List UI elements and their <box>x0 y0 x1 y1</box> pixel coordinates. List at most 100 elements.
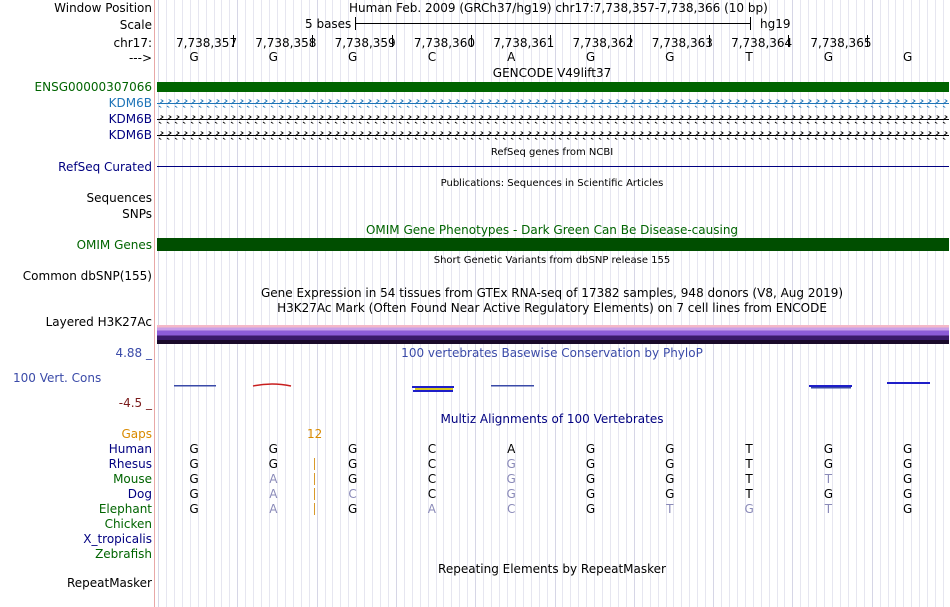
gencode-gene-feature[interactable] <box>157 82 949 92</box>
gencode-gene-label[interactable]: ENSG00000307066 <box>34 80 152 94</box>
guide-line <box>261 0 263 607</box>
guide-line <box>292 0 294 607</box>
coordinate-label: 7,738,365 <box>810 36 872 50</box>
guide-line <box>617 0 619 607</box>
kdm6b-label-3[interactable]: KDM6B <box>108 128 152 142</box>
coordinate-tick <box>470 35 472 47</box>
aligned-base: T <box>824 472 833 486</box>
aligned-base: G <box>585 487 596 501</box>
coordinate-tick <box>708 35 710 47</box>
refseq-gene-line[interactable] <box>157 166 949 167</box>
species-label-human[interactable]: Human <box>108 442 152 456</box>
guide-line <box>776 0 778 607</box>
guide-line <box>641 0 643 607</box>
aligned-base: G <box>585 502 596 516</box>
guide-line <box>475 0 477 607</box>
reference-base: G <box>268 50 278 64</box>
aligned-base: G <box>903 487 913 501</box>
aligned-base: A <box>269 502 278 516</box>
reference-base: G <box>903 50 913 64</box>
snps-label[interactable]: SNPs <box>122 207 152 221</box>
aligned-base: G <box>506 457 516 471</box>
aligned-base: G <box>665 472 675 486</box>
alignment-gap-marker <box>314 473 315 485</box>
guide-line <box>570 0 572 607</box>
guide-line <box>451 0 453 607</box>
gaps-label: Gaps <box>121 427 152 441</box>
guide-line <box>736 0 738 607</box>
aligned-base: G <box>585 442 596 456</box>
h3k27ac-signal[interactable] <box>157 325 949 344</box>
publications-track-title: Publications: Sequences in Scientific Ar… <box>440 178 664 189</box>
guide-line <box>792 0 794 607</box>
coordinate-label: 7,738,364 <box>731 36 793 50</box>
guide-line <box>158 0 159 607</box>
phylop-conservation-plot[interactable] <box>157 378 949 394</box>
species-label-elephant[interactable]: Elephant <box>98 502 152 516</box>
phylop-label[interactable]: 100 Vert. Cons <box>13 371 102 385</box>
aligned-base: G <box>347 442 358 456</box>
kdm6b-label-1[interactable]: KDM6B <box>108 96 152 110</box>
repeatmasker-label[interactable]: RepeatMasker <box>66 576 152 590</box>
guide-line <box>625 0 627 607</box>
strand-label: ---> <box>128 51 152 65</box>
aligned-base: G <box>506 487 516 501</box>
aligned-base: C <box>427 457 437 471</box>
guide-line <box>284 0 286 607</box>
guide-line <box>562 0 564 607</box>
aligned-base: G <box>189 502 199 516</box>
guide-line <box>871 0 873 607</box>
guide-line <box>847 0 849 607</box>
omim-gene-feature[interactable] <box>157 238 949 251</box>
species-label-x_tropicalis[interactable]: X_tropicalis <box>83 532 152 546</box>
guide-line <box>443 0 445 607</box>
guide-line <box>927 0 929 607</box>
alignment-gap-marker <box>314 488 315 500</box>
guide-line <box>483 0 485 607</box>
aligned-base: G <box>347 457 358 471</box>
chromosome-label: chr17: <box>113 36 152 50</box>
reference-base: T <box>745 50 753 64</box>
dbsnp-label[interactable]: Common dbSNP(155) <box>22 269 152 283</box>
phylop-min-label: -4.5 _ <box>118 396 152 410</box>
omim-track-title: OMIM Gene Phenotypes - Dark Green Can Be… <box>365 223 739 237</box>
guide-line <box>816 0 818 607</box>
coordinate-tick <box>788 35 790 47</box>
guide-line <box>364 0 366 607</box>
species-label-rhesus[interactable]: Rhesus <box>108 457 152 471</box>
refseq-label[interactable]: RefSeq Curated <box>58 160 152 174</box>
aligned-base: G <box>823 487 834 501</box>
species-label-mouse[interactable]: Mouse <box>113 472 152 486</box>
species-label-chicken[interactable]: Chicken <box>104 517 152 531</box>
scale-bar-left-end <box>355 17 356 30</box>
guide-line <box>372 0 374 607</box>
h3k27ac-label[interactable]: Layered H3K27Ac <box>45 315 152 329</box>
guide-line <box>633 0 635 607</box>
sequences-label[interactable]: Sequences <box>86 191 152 205</box>
multiz-track-title: Multiz Alignments of 100 Vertebrates <box>440 412 664 426</box>
kdm6b-transcript-lines[interactable] <box>157 97 949 141</box>
guide-line <box>705 0 707 607</box>
species-label-zebrafish[interactable]: Zebrafish <box>95 547 152 561</box>
aligned-base: C <box>506 502 516 516</box>
species-label-dog[interactable]: Dog <box>127 487 152 501</box>
gencode-track-title: GENCODE V49lift37 <box>492 66 612 80</box>
aligned-base: T <box>824 502 833 516</box>
guide-line <box>911 0 913 607</box>
guide-line <box>839 0 841 607</box>
omim-label[interactable]: OMIM Genes <box>76 238 152 252</box>
aligned-base: G <box>268 442 278 456</box>
kdm6b-label-2[interactable]: KDM6B <box>108 112 152 126</box>
aligned-base: G <box>823 442 834 456</box>
guide-line <box>197 0 199 607</box>
guide-line <box>300 0 302 607</box>
aligned-base: T <box>745 457 753 471</box>
coordinate-label: 7,738,358 <box>255 36 317 50</box>
coordinate-label: 7,738,359 <box>334 36 396 50</box>
guide-line <box>760 0 762 607</box>
guide-line <box>673 0 675 607</box>
coordinate-tick <box>550 35 552 47</box>
assembly-label: hg19 <box>760 17 791 31</box>
aligned-base: G <box>506 472 516 486</box>
